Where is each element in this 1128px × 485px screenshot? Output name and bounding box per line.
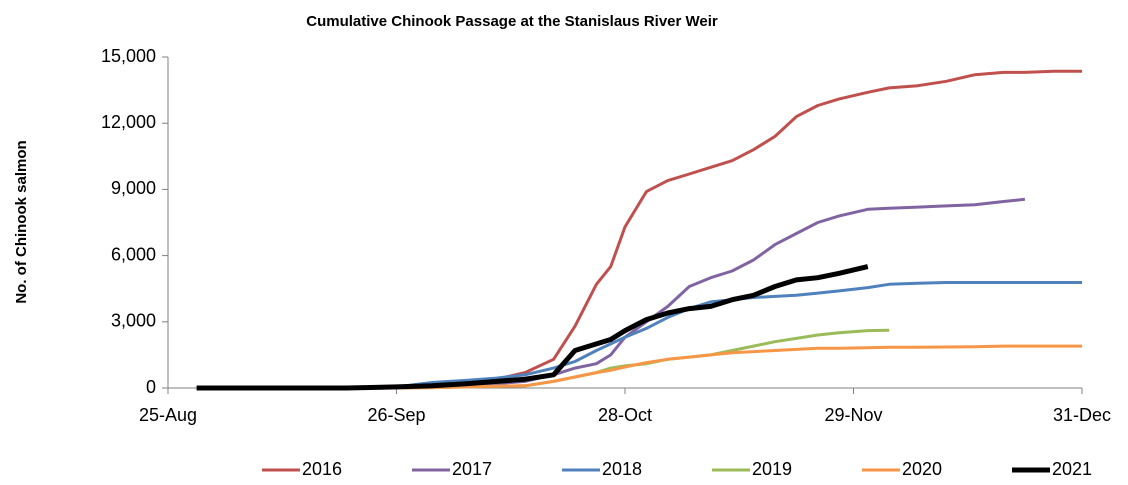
- series-line: [196, 69, 1082, 390]
- x-tick-label: 28-Oct: [598, 405, 652, 425]
- legend-label: 2017: [452, 459, 492, 479]
- series-line: [196, 344, 1082, 390]
- y-axis-label: No. of Chinook salmon: [13, 140, 30, 303]
- legend-label: 2019: [752, 459, 792, 479]
- legend-label: 2021: [1052, 459, 1092, 479]
- y-tick-label: 0: [146, 377, 156, 397]
- series-line: [196, 197, 1026, 390]
- series-line: [196, 264, 869, 391]
- x-tick-label: 25-Aug: [139, 405, 197, 425]
- legend-label: 2020: [902, 459, 942, 479]
- y-tick-label: 6,000: [111, 244, 156, 264]
- x-tick-label: 31-Dec: [1053, 405, 1111, 425]
- series-line: [196, 281, 1082, 390]
- y-tick-label: 12,000: [101, 112, 156, 132]
- x-tick-label: 26-Sep: [367, 405, 425, 425]
- y-tick-label: 3,000: [111, 311, 156, 331]
- series-line: [196, 328, 890, 390]
- legend-label: 2016: [302, 459, 342, 479]
- chart-title: Cumulative Chinook Passage at the Stanis…: [306, 13, 718, 30]
- y-tick-label: 9,000: [111, 178, 156, 198]
- legend-label: 2018: [602, 459, 642, 479]
- y-tick-label: 15,000: [101, 46, 156, 66]
- x-tick-label: 29-Nov: [824, 405, 882, 425]
